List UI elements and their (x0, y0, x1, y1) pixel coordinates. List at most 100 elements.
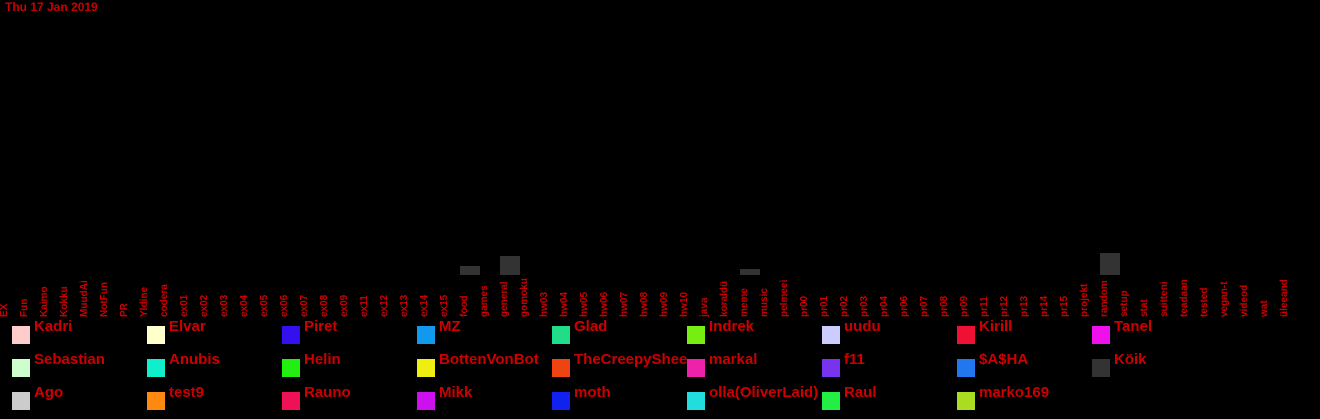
legend-swatch (282, 326, 300, 344)
bar (460, 265, 480, 275)
category-label: vegan-t (1219, 281, 1230, 317)
legend-label: Helin (304, 351, 341, 368)
legend-label: marko169 (979, 384, 1050, 401)
legend-label: Mikk (439, 384, 473, 401)
legend-swatch (12, 326, 30, 344)
legend-label: Sebastian (34, 351, 105, 368)
category-label: ex12 (379, 294, 390, 317)
legend-label: Kadri (34, 318, 73, 335)
legend-swatch (147, 359, 165, 377)
category-label: pr07 (919, 295, 930, 317)
category-label: EX (0, 303, 10, 317)
bar (740, 268, 760, 275)
category-label: ex02 (199, 294, 210, 317)
legend-label: $A$HA (979, 351, 1029, 368)
category-label: pr04 (879, 295, 890, 317)
category-label: teadaan (1179, 279, 1190, 317)
category-label: random (1099, 280, 1110, 317)
category-label: hw03 (539, 291, 550, 317)
legend-label: Elvar (169, 318, 206, 335)
legend-swatch (12, 359, 30, 377)
category-label: suitteni (1159, 281, 1170, 317)
legend-label: f11 (844, 351, 865, 368)
category-label: pr13 (1019, 295, 1030, 317)
category-label: java (699, 297, 710, 317)
category-label: Kaimo (39, 286, 50, 317)
category-label: ex11 (359, 295, 370, 317)
legend-label: test9 (169, 384, 205, 401)
category-label: ex08 (319, 294, 330, 317)
legend-item: Rauno (282, 384, 417, 410)
legend-item: $A$HA (957, 351, 1092, 377)
legend-swatch (957, 326, 975, 344)
legend-swatch (1092, 326, 1110, 344)
category-label: ex09 (339, 294, 350, 317)
category-label: setup (1119, 290, 1130, 317)
legend-swatch (957, 392, 975, 410)
category-label: ex01 (179, 294, 190, 317)
category-label: hw08 (639, 291, 650, 317)
category-label: gomoku (519, 278, 530, 317)
legend-label: Raul (844, 384, 877, 401)
legend-label: Rauno (304, 384, 351, 401)
category-label: stat (1139, 299, 1150, 317)
category-label: NotFun (99, 282, 110, 317)
category-label: hw07 (619, 291, 630, 317)
legend-label: Indrek (709, 318, 755, 335)
date-label: Thu 17 Jan 2019 (5, 0, 98, 14)
legend-item: Kirill (957, 318, 1092, 344)
legend-swatch (1092, 359, 1110, 377)
category-label: pr15 (1059, 295, 1070, 317)
category-label: ex15 (439, 294, 450, 317)
legend-item: Elvar (147, 318, 282, 344)
legend-swatch (552, 326, 570, 344)
legend-swatch (417, 359, 435, 377)
category-label: tested (1199, 287, 1210, 317)
legend-item: Indrek (687, 318, 822, 344)
legend-item: markal (687, 351, 822, 377)
legend-label: MZ (439, 318, 461, 335)
legend-label: Köik (1114, 351, 1147, 368)
legend-label: TheCreepySheep (574, 351, 687, 368)
category-label: pelmeei (779, 279, 790, 317)
legend-label: olla(OliverLaid) (709, 384, 819, 401)
category-label: pr11 (979, 296, 990, 317)
category-label: pr00 (799, 295, 810, 317)
legend-item: Kadri (12, 318, 147, 344)
category-label: ex07 (299, 294, 310, 317)
legend-swatch (417, 326, 435, 344)
category-label: ex13 (399, 294, 410, 317)
bar (1100, 253, 1120, 275)
legend-swatch (147, 392, 165, 410)
legend-item: marko169 (957, 384, 1092, 410)
category-label: pr02 (839, 295, 850, 317)
category-label: pr03 (859, 295, 870, 317)
category-label: ex06 (279, 294, 290, 317)
legend-swatch (822, 359, 840, 377)
legend-item: Helin (282, 351, 417, 377)
legend-item: Raul (822, 384, 957, 410)
legend-item: Tanel (1092, 318, 1227, 344)
category-label: hw10 (679, 291, 690, 317)
legend-item: Mikk (417, 384, 552, 410)
legend-item: test9 (147, 384, 282, 410)
legend-swatch (687, 392, 705, 410)
legend-item: moth (552, 384, 687, 410)
legend-swatch (822, 392, 840, 410)
legend-item: Anubis (147, 351, 282, 377)
legend-label: Ago (34, 384, 64, 401)
legend-item: uudu (822, 318, 957, 344)
category-label: wat (1259, 300, 1270, 317)
category-label: videod (1239, 284, 1250, 317)
legend-swatch (822, 326, 840, 344)
legend-label: BottenVonBot (439, 351, 539, 368)
legend-swatch (552, 359, 570, 377)
category-label: PR (119, 303, 130, 317)
category-label: ex03 (219, 294, 230, 317)
legend-swatch (687, 359, 705, 377)
legend-swatch (282, 359, 300, 377)
legend-label: Glad (574, 318, 608, 335)
legend-item: Glad (552, 318, 687, 344)
category-label: pr14 (1039, 295, 1050, 317)
legend-label: markal (709, 351, 758, 368)
